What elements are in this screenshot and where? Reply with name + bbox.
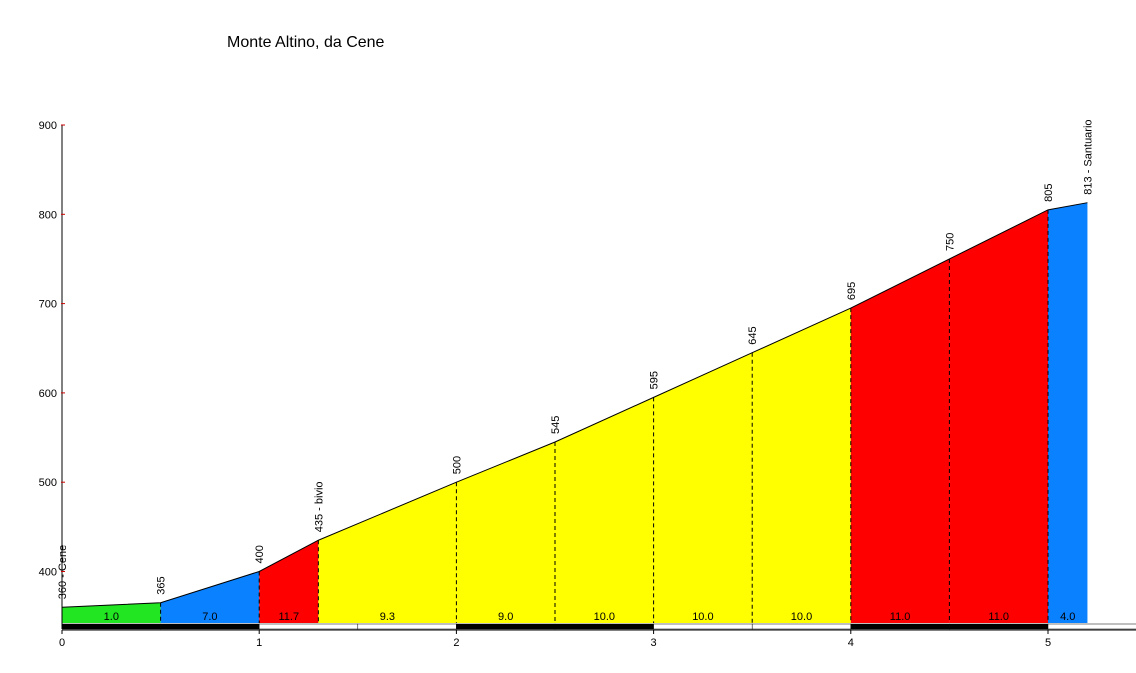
gradient-label-2: 11.7 <box>278 611 299 623</box>
x-tick-label-1: 1 <box>256 637 262 649</box>
gradient-label-6: 10.0 <box>692 611 713 623</box>
point-label-4: 500 <box>451 456 463 474</box>
gradient-label-3: 9.3 <box>380 611 395 623</box>
y-tick-label-400: 400 <box>39 567 57 579</box>
y-tick-label-500: 500 <box>39 477 57 489</box>
y-tick-label-600: 600 <box>39 388 57 400</box>
x-tick-label-4: 4 <box>848 637 854 649</box>
point-label-7: 645 <box>747 326 759 344</box>
segment-dividers <box>160 209 1049 623</box>
gradient-label-1: 7.0 <box>202 611 217 623</box>
x-tick-label-5: 5 <box>1045 637 1051 649</box>
km-bar-block-2 <box>258 623 359 630</box>
km-bar-block-4 <box>456 623 556 630</box>
gradient-label-9: 11.0 <box>988 611 1009 623</box>
y-tick-label-800: 800 <box>39 209 57 221</box>
profile-line-group <box>61 202 1088 608</box>
segment-fill-6 <box>653 352 753 623</box>
gradient-label-0: 1.0 <box>104 611 119 623</box>
segment-fill-9 <box>949 209 1048 623</box>
segment-fill-8 <box>850 258 950 623</box>
y-tick-label-900: 900 <box>39 120 57 132</box>
gradient-labels: 1.0 7.0 11.7 9.3 9.0 10.0 10.0 10.0 11.0 11.0 4.0 <box>104 611 1076 623</box>
chart-title: Monte Altino, da Cene <box>227 34 385 51</box>
km-bar-block-6 <box>653 623 753 630</box>
km-bar-block-0 <box>61 623 161 630</box>
segment-fill-0 <box>62 602 161 623</box>
km-bar-block-9 <box>949 623 1049 630</box>
point-label-5: 545 <box>550 416 562 434</box>
gradient-fill-areas <box>62 202 1088 624</box>
km-bar-block-7 <box>751 623 852 630</box>
segment-fill-5 <box>555 397 654 623</box>
point-label-9: 750 <box>944 233 956 251</box>
point-label-1: 365 <box>156 576 168 594</box>
km-bar-block-10 <box>1047 623 1136 630</box>
segment-fill-10 <box>1048 202 1088 624</box>
point-label-6: 595 <box>649 371 661 389</box>
segment-fill-3 <box>318 482 457 623</box>
segment-fill-4 <box>456 442 555 623</box>
segment-fill-7 <box>752 308 851 623</box>
profile-line <box>61 202 1088 608</box>
gradient-label-10: 4.0 <box>1060 611 1075 623</box>
point-labels: 360 - Cene 365 400 435 - bivio 500 545 595 645 6… <box>57 119 1094 599</box>
km-bar-block-3 <box>357 623 457 630</box>
gradient-label-4: 9.0 <box>498 611 513 623</box>
point-label-2: 400 <box>254 545 266 563</box>
km-bar <box>61 623 1136 630</box>
point-label-8: 695 <box>846 282 858 300</box>
point-label-10: 805 <box>1043 183 1055 201</box>
point-label-0: 360 - Cene <box>57 545 69 599</box>
segment-fill-1 <box>160 571 260 623</box>
km-bar-block-8 <box>850 623 950 630</box>
y-tick-label-700: 700 <box>39 299 57 311</box>
x-tick-label-0: 0 <box>59 637 65 649</box>
gradient-label-5: 10.0 <box>594 611 615 623</box>
point-label-11: 813 - Santuario <box>1082 119 1094 194</box>
axes: 400 500 600 700 800 900 0 1 2 3 4 5 <box>39 120 1136 649</box>
gradient-label-8: 11.0 <box>890 611 911 623</box>
km-bar-block-1 <box>160 623 260 630</box>
point-label-3: 435 - bivio <box>313 481 325 532</box>
km-bar-block-5 <box>554 623 654 630</box>
segment-fill-2 <box>259 540 319 623</box>
x-tick-label-3: 3 <box>651 637 657 649</box>
gradient-label-7: 10.0 <box>791 611 812 623</box>
x-tick-label-2: 2 <box>453 637 459 649</box>
